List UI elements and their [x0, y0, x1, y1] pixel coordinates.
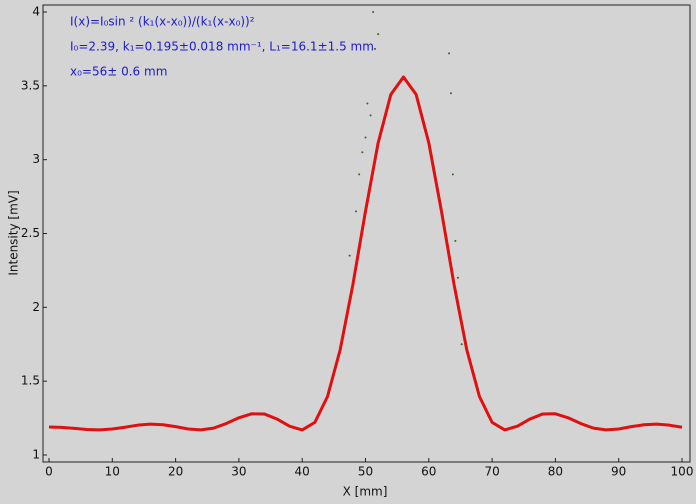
data-point: [377, 33, 380, 36]
y-tick-label: 3: [32, 152, 40, 166]
data-point: [456, 276, 459, 279]
x-tick-label: 90: [611, 465, 626, 479]
data-point: [348, 254, 351, 257]
y-tick-label: 4: [32, 5, 40, 19]
annotation: x₀=56± 0.6 mm: [70, 65, 167, 79]
y-tick-label: 2.5: [21, 226, 40, 240]
x-tick-label: 10: [105, 465, 120, 479]
x-tick-label: 50: [358, 465, 373, 479]
fit-line: [48, 75, 683, 432]
y-tick-label: 1.5: [21, 374, 40, 388]
y-axis-label: Intensity [mV]: [7, 190, 21, 275]
x-tick-label: 20: [168, 465, 183, 479]
y-tick-label: 1: [32, 448, 40, 462]
data-point: [449, 92, 452, 95]
data-point: [460, 343, 463, 346]
x-axis-label: X [mm]: [343, 485, 388, 499]
data-point: [451, 173, 454, 176]
x-tick-label: 30: [231, 465, 246, 479]
x-tick-label: 80: [548, 465, 563, 479]
y-tick-label: 3.5: [21, 78, 40, 92]
y-tick-label: 2: [32, 300, 40, 314]
data-point: [373, 47, 376, 50]
x-tick-label: 70: [484, 465, 499, 479]
x-tick-label: 0: [45, 465, 53, 479]
x-tick-label: 60: [421, 465, 436, 479]
data-point: [361, 151, 364, 154]
x-tick-label: 100: [671, 465, 694, 479]
annotation: I(x)=I₀sin ² (k₁(x-x₀))/(k₁(x-x₀))²: [70, 15, 255, 29]
data-point: [355, 210, 358, 213]
data-point: [364, 136, 367, 139]
data-point: [454, 239, 457, 242]
x-tick-label: 40: [295, 465, 310, 479]
data-point: [366, 102, 369, 105]
data-point: [372, 11, 375, 13]
data-point: [448, 52, 451, 55]
data-point: [369, 114, 372, 117]
data-point: [358, 173, 361, 176]
annotation: I₀=2.39, k₁=0.195±0.018 mm⁻¹, L₁=16.1±1.…: [70, 40, 374, 54]
